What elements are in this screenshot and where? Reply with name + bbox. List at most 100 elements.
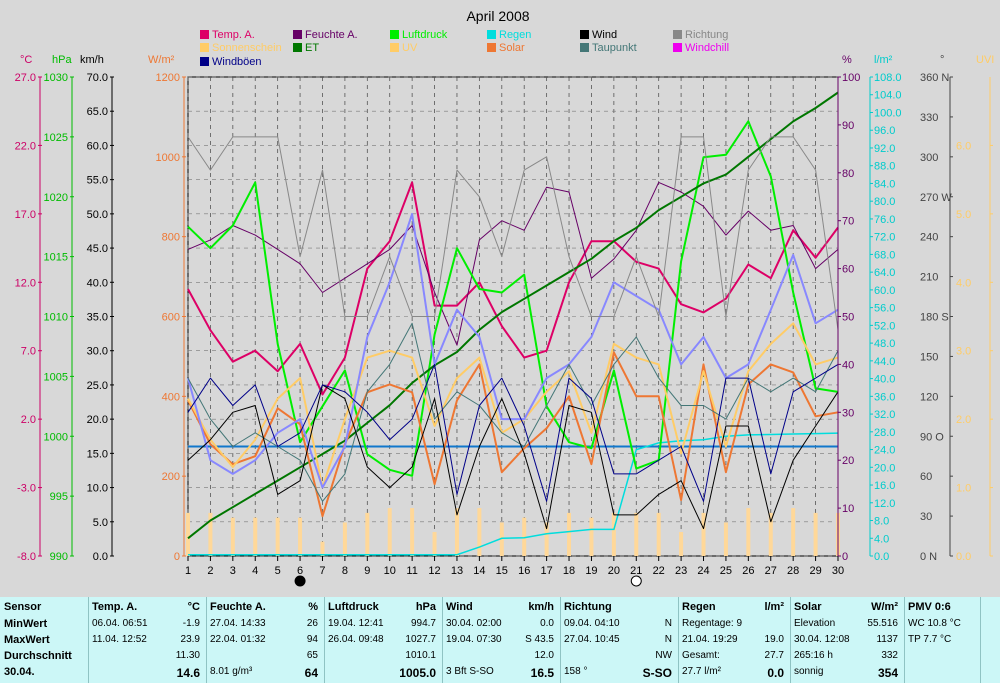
table-header-title: Luftdruck — [328, 601, 379, 613]
table-row: 19.04. 07:30 S 43.5 — [442, 634, 560, 649]
wind-tick-label: 20.0 — [87, 414, 108, 426]
table-row: NW — [560, 650, 678, 665]
sunshine-bar — [208, 512, 213, 556]
table-cell-value: 26 — [306, 618, 318, 629]
table-row: Durchschnitt — [0, 650, 88, 665]
table-cell-label: 11.04. 12:52 — [92, 634, 147, 645]
plot-frame — [187, 76, 839, 557]
x-tick-label: 12 — [428, 565, 440, 577]
dir-tick-label: 210 — [920, 272, 938, 284]
table-row: 27.7 l/m² 0.0 — [678, 666, 790, 681]
legend-swatch — [580, 43, 589, 52]
stats-table: Sensor MinWert MaxWert Durchschnitt 30.04. Te… — [0, 597, 1000, 683]
temp-tick-label: -3.0 — [17, 483, 36, 495]
rain-tick-label: 96.0 — [874, 125, 895, 137]
solar-tick-label: 1200 — [156, 72, 180, 84]
rain-tick-label: 24.0 — [874, 445, 895, 457]
table-row: 3 Bft S-SO 16.5 — [442, 666, 560, 681]
x-tick-label: 10 — [384, 565, 396, 577]
x-tick-label: 14 — [473, 565, 485, 577]
table-row: TP 7.7 °C — [904, 634, 980, 649]
table-column: Regen l/m² Regentage: 9 21.04. 19:29 19.0 Ges… — [678, 597, 791, 683]
temp-tick-label: 2.0 — [21, 414, 36, 426]
sunshine-bar — [544, 522, 549, 556]
x-tick-label: 11 — [406, 565, 417, 577]
rain-tick-label: 68.0 — [874, 249, 895, 261]
x-tick-label: 5 — [275, 565, 281, 577]
rain-tick-label: 0.0 — [874, 551, 889, 563]
rain-tick-label: 60.0 — [874, 285, 895, 297]
table-header-unit: km/h — [528, 601, 554, 613]
table-cell-label: 09.04. 04:10 — [564, 618, 620, 629]
table-cell-label: Elevation — [794, 618, 836, 629]
legend-label: Windchill — [685, 42, 729, 54]
legend-swatch — [487, 43, 496, 52]
rain-tick-label: 88.0 — [874, 161, 895, 173]
table-cell-value: 19.0 — [764, 634, 784, 645]
rain-tick-label: 80.0 — [874, 196, 895, 208]
hum-axis-unit: % — [842, 54, 852, 66]
x-tick-label: 28 — [787, 565, 799, 577]
x-tick-label: 19 — [585, 565, 597, 577]
table-row: 158 ° S-SO — [560, 666, 678, 681]
table-cell-value: 1010.1 — [405, 650, 436, 661]
x-tick-label: 2 — [207, 565, 213, 577]
table-row: 27.04. 10:45 N — [560, 634, 678, 649]
hum-tick-label: 40 — [842, 359, 854, 371]
wind-tick-label: 0.0 — [93, 551, 108, 563]
wind-tick-label: 60.0 — [87, 140, 108, 152]
uv-tick-label: 5.0 — [956, 209, 971, 221]
sunshine-bar — [454, 508, 459, 556]
table-cell-value: 12.0 — [534, 650, 554, 661]
table-cell-value: NW — [655, 650, 672, 661]
table-cell-value: 1005.0 — [399, 666, 436, 680]
table-row: Gesamt: 27.7 — [678, 650, 790, 665]
legend-label: Luftdruck — [402, 29, 448, 41]
x-tick-label: 26 — [742, 565, 754, 577]
solar-tick-label: 0 — [174, 551, 180, 563]
hum-tick-label: 90 — [842, 120, 854, 132]
table-row: MinWert — [0, 618, 88, 633]
sunshine-bar — [768, 512, 773, 556]
table-cell-value: 994.7 — [410, 618, 436, 629]
legend-swatch — [200, 57, 209, 66]
dir-tick-label: 330 — [920, 112, 938, 124]
hum-tick-label: 80 — [842, 168, 854, 180]
press-tick-label: 1010 — [44, 312, 68, 324]
legend-swatch — [487, 30, 496, 39]
table-row: 21.04. 19:29 19.0 — [678, 634, 790, 649]
sunshine-bars — [186, 508, 840, 556]
rain-tick-label: 4.0 — [874, 533, 889, 545]
solar-tick-label: 600 — [162, 312, 180, 324]
press-tick-label: 990 — [50, 551, 68, 563]
table-cell-value: -1.9 — [182, 618, 200, 629]
table-row — [904, 650, 980, 665]
rain-tick-label: 16.0 — [874, 480, 895, 492]
table-cell-label: TP 7.7 °C — [908, 634, 952, 645]
temp-tick-label: -8.0 — [17, 551, 36, 563]
table-cell-label: 30.04. 12:08 — [794, 634, 850, 645]
press-axis-unit: hPa — [52, 54, 72, 66]
x-tick-label: 18 — [563, 565, 575, 577]
table-column: Temp. A. °C 06.04. 06:51 -1.9 11.04. 12:52 23… — [88, 597, 207, 683]
dew-line — [187, 322, 839, 502]
legend-swatch — [673, 30, 682, 39]
x-tick-label: 24 — [697, 565, 709, 577]
table-cell-value: 332 — [881, 650, 898, 661]
table-cell-label: 27.04. 14:33 — [210, 618, 266, 629]
table-cell-label: 19.04. 12:41 — [328, 618, 384, 629]
x-tick-label: 1 — [185, 565, 191, 577]
table-row: 27.04. 14:33 26 — [206, 618, 324, 633]
sunshine-bar — [723, 522, 728, 556]
x-tick-label: 13 — [451, 565, 463, 577]
table-cell-label: 26.04. 09:48 — [328, 634, 384, 645]
dir-tick-label: 270 W — [920, 192, 952, 204]
press-line — [187, 120, 839, 477]
table-row: 30.04. 02:00 0.0 — [442, 618, 560, 633]
press-tick-label: 1000 — [44, 431, 68, 443]
legend-swatch — [673, 43, 682, 52]
rain-tick-label: 52.0 — [874, 320, 895, 332]
temp-tick-label: 22.0 — [15, 140, 36, 152]
x-tick-label: 30 — [832, 565, 844, 577]
table-row: 09.04. 04:10 N — [560, 618, 678, 633]
